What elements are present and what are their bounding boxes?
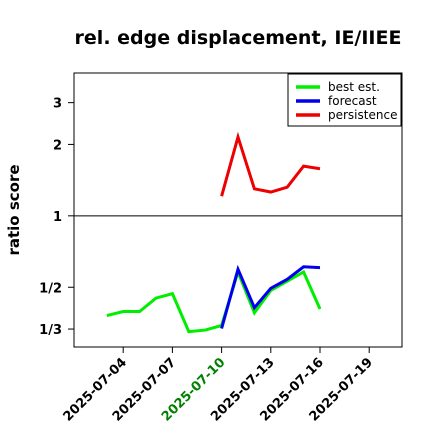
plot-frame bbox=[73, 72, 403, 348]
y-tick-label: 1/2 bbox=[39, 281, 62, 296]
chart-title: rel. edge displacement, IE/IIEE bbox=[75, 27, 402, 49]
y-tick-label: 3 bbox=[53, 97, 62, 112]
series-line-persistence bbox=[220, 131, 321, 197]
y-axis-label: ratio score bbox=[5, 164, 23, 255]
legend-label: persistence bbox=[328, 108, 397, 122]
y-tick-label: 2 bbox=[53, 138, 62, 153]
series-line-forecast bbox=[220, 264, 321, 329]
series-line-best-est bbox=[106, 267, 322, 334]
legend-label: best est. bbox=[328, 80, 380, 94]
y-tick-label: 1 bbox=[53, 210, 62, 225]
legend-label: forecast bbox=[328, 94, 377, 108]
y-tick-label: 1/3 bbox=[39, 323, 62, 338]
